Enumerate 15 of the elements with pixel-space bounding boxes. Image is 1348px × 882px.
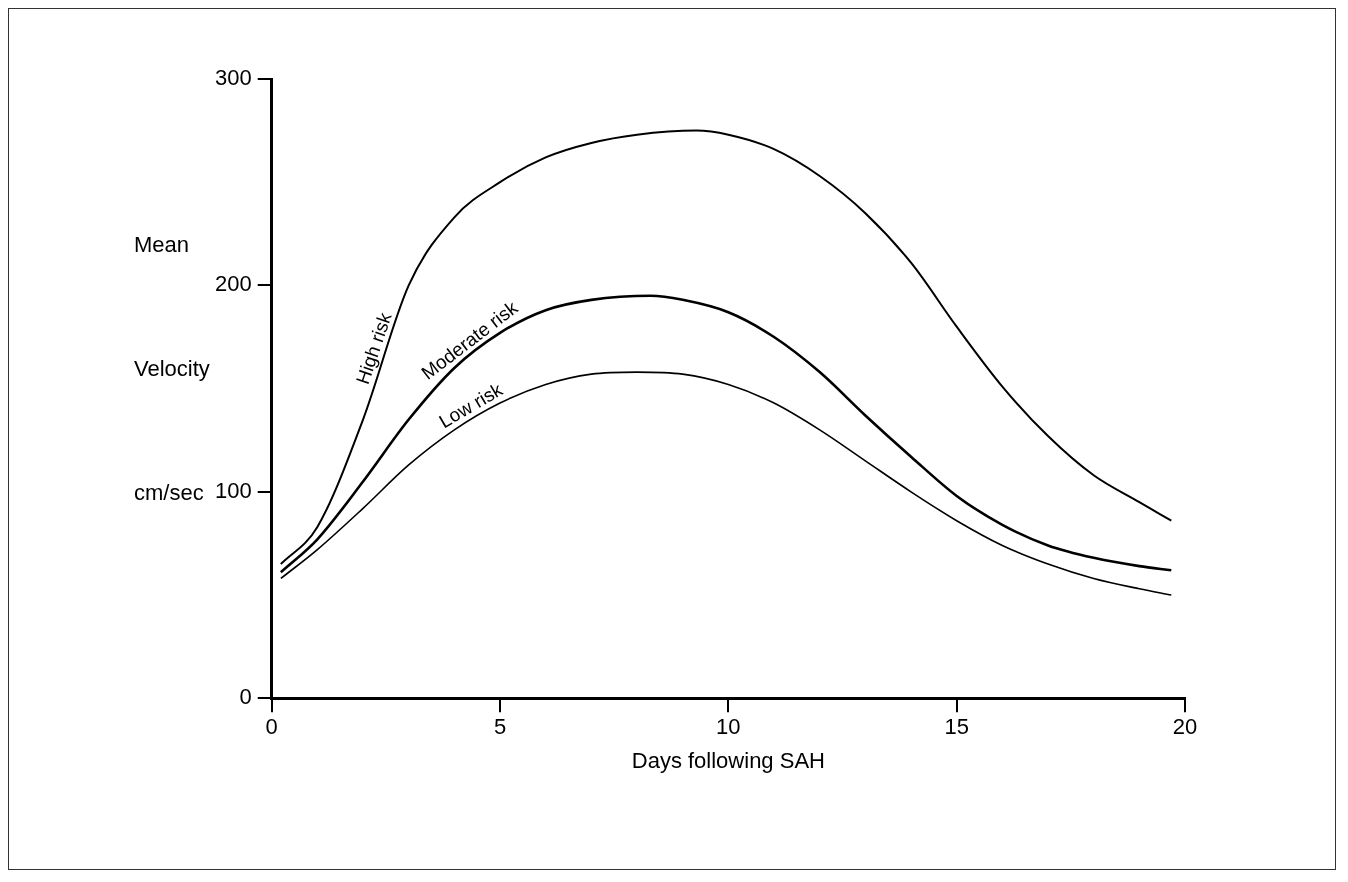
line-series: [279, 294, 1173, 574]
text: Low risk: [435, 378, 507, 433]
x-axis-title: Days following SAH: [631, 747, 825, 773]
line-series: [279, 129, 1173, 566]
text: Mean Velocity cm/sec: [134, 232, 210, 505]
x-tick-label: 20: [1172, 714, 1198, 740]
x-tick-label: 15: [944, 714, 969, 740]
y-tick-label: 100: [214, 477, 252, 503]
y-tick-label: 200: [214, 271, 252, 297]
text: High risk: [351, 309, 396, 387]
x-tick-label: 0: [265, 714, 278, 740]
y-tick-label: 300: [214, 65, 252, 91]
x-tick-label: 5: [493, 714, 507, 740]
x-tick-label: 10: [716, 714, 741, 740]
y-tick-label: 0: [239, 684, 252, 710]
